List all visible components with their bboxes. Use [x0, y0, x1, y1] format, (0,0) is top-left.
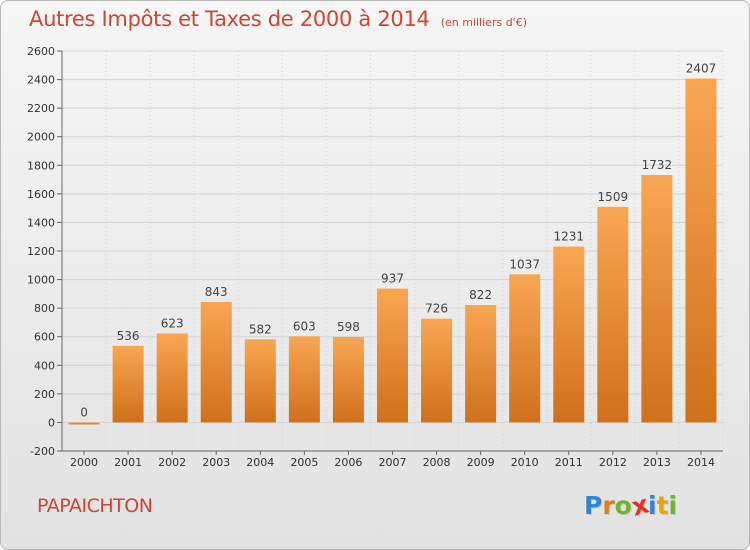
- y-tick-label: 2400: [27, 74, 55, 87]
- y-tick-label: 1200: [27, 245, 55, 258]
- logo-letter: o: [614, 491, 632, 520]
- logo-letter: r: [602, 491, 615, 520]
- x-tick-label: 2013: [643, 456, 671, 469]
- x-tick-label: 2003: [202, 456, 230, 469]
- value-label: 1509: [598, 190, 629, 204]
- value-label: 937: [381, 272, 404, 286]
- bar: [68, 422, 100, 425]
- bar: [553, 246, 585, 423]
- value-label: 1231: [553, 230, 584, 244]
- y-tick-label: 1000: [27, 274, 55, 287]
- value-label: 822: [469, 288, 492, 302]
- x-tick-label: 2006: [334, 456, 362, 469]
- value-label: 536: [117, 329, 140, 343]
- y-tick-label: 1800: [27, 159, 55, 172]
- x-tick-label: 2004: [246, 456, 274, 469]
- value-label: 0: [80, 405, 88, 419]
- x-tick-label: 2009: [467, 456, 495, 469]
- bar: [244, 339, 276, 423]
- y-tick-label: -200: [30, 445, 55, 458]
- y-tick-label: 1400: [27, 216, 55, 229]
- x-tick-label: 2010: [511, 456, 539, 469]
- bar: [465, 305, 497, 423]
- bar: [156, 333, 188, 423]
- value-label: 726: [425, 302, 448, 316]
- proxiti-logo: Proxiti: [584, 489, 678, 521]
- value-label: 1037: [509, 257, 540, 271]
- y-tick-label: 600: [34, 331, 55, 344]
- x-tick-label: 2012: [599, 456, 627, 469]
- logo-letter: t: [656, 491, 669, 520]
- y-tick-label: 0: [48, 416, 55, 429]
- value-label: 1732: [642, 158, 673, 172]
- logo-letter: i: [648, 491, 657, 520]
- bar-layer: [68, 78, 717, 425]
- x-tick-label: 2005: [290, 456, 318, 469]
- bar: [421, 318, 453, 423]
- axis-layer: -200 0 200 400 600 800 1000 1200 1400 1600 1800 200…: [27, 45, 723, 469]
- value-label: 843: [205, 285, 228, 299]
- bar: [200, 302, 232, 423]
- y-tick-label: 2000: [27, 131, 55, 144]
- y-tick-label: 400: [34, 359, 55, 372]
- title-row: Autres Impôts et Taxes de 2000 à 2014 (e…: [29, 7, 527, 31]
- x-tick-label: 2002: [158, 456, 186, 469]
- y-tick-label: 800: [34, 302, 55, 315]
- value-label: 623: [161, 316, 184, 330]
- value-label: 582: [249, 322, 272, 336]
- bar: [641, 175, 673, 423]
- bar: [685, 78, 717, 423]
- value-label: 2407: [686, 62, 717, 76]
- bar: [377, 288, 408, 423]
- bar: [288, 336, 320, 423]
- logo-letter: i: [668, 491, 678, 520]
- bar: [597, 206, 629, 423]
- x-tick-label: 2001: [114, 456, 142, 469]
- bar: [112, 345, 144, 423]
- y-tick-label: 2600: [27, 45, 55, 58]
- logo-letter: P: [584, 491, 603, 520]
- commune-name: PAPAICHTON: [37, 495, 153, 517]
- x-tick-label: 2000: [70, 456, 98, 469]
- y-tick-label: 1600: [27, 188, 55, 201]
- label-layer: 0 536 623 843 582 603 598 937 726 822 1037 1231 1509…: [80, 62, 716, 420]
- x-tick-label: 2011: [555, 456, 583, 469]
- x-tick-label: 2014: [687, 456, 715, 469]
- value-label: 598: [337, 320, 360, 334]
- chart-title: Autres Impôts et Taxes de 2000 à 2014: [29, 7, 430, 31]
- x-tick-label: 2007: [379, 456, 407, 469]
- chart-subtitle: (en milliers d'€): [440, 16, 527, 29]
- x-tick-label: 2008: [423, 456, 451, 469]
- bar: [332, 337, 364, 423]
- y-tick-label: 200: [34, 388, 55, 401]
- bar: [509, 274, 541, 423]
- y-tick-label: 2200: [27, 102, 55, 115]
- value-label: 603: [293, 319, 316, 333]
